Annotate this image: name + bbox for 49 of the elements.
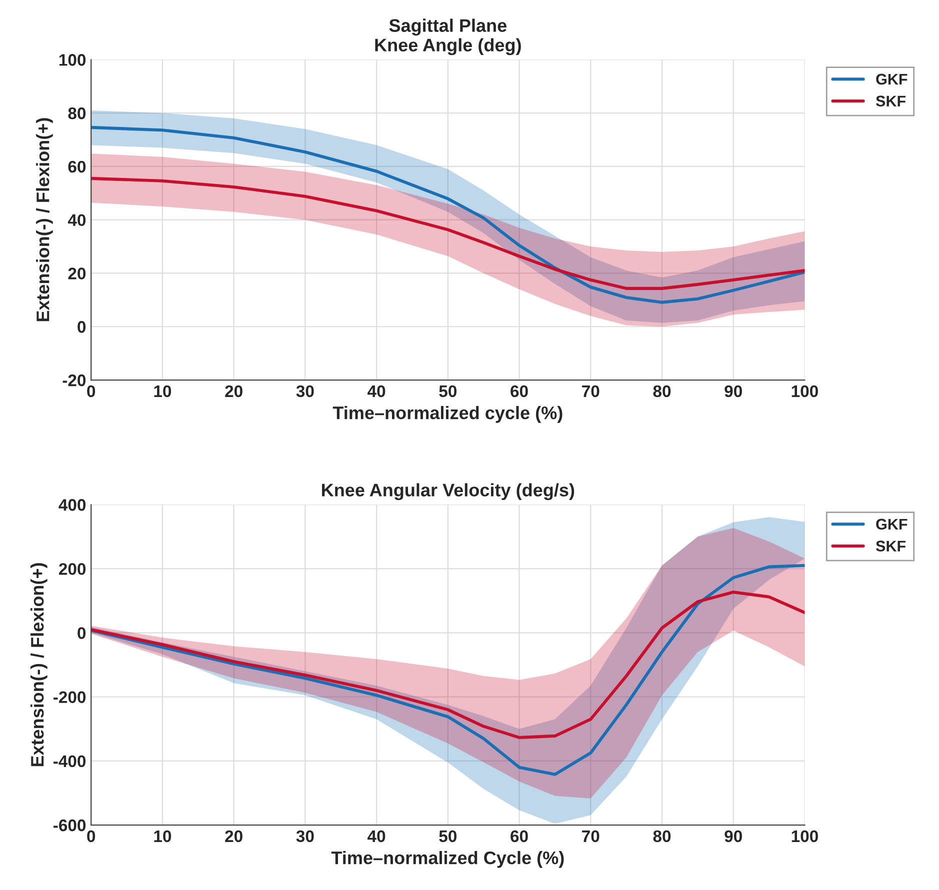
y-tick-label: -20 <box>62 374 86 386</box>
x-tick-label: 80 <box>653 830 671 842</box>
x-tick-label: 100 <box>792 830 818 842</box>
y-tick-label: 0 <box>78 627 86 639</box>
legend-label: GKF <box>876 518 908 530</box>
y-axis-title: Extension(-) / Flexion(+) <box>30 563 48 766</box>
x-tick-label: 0 <box>87 830 96 842</box>
x-tick-label: 60 <box>510 385 528 398</box>
y-tick-label: -600 <box>54 819 86 832</box>
x-tick-label: 40 <box>368 830 386 842</box>
line-series <box>91 564 805 776</box>
x-tick-label: 70 <box>582 830 600 842</box>
x-tick-label: 100 <box>792 385 818 398</box>
x-tick-label: 40 <box>368 385 386 398</box>
x-tick-label: 30 <box>296 385 314 398</box>
legend-label: SKF <box>876 96 906 106</box>
x-tick-label: 10 <box>154 830 172 842</box>
x-tick-label: 90 <box>724 830 742 842</box>
chart-title: Knee Angular Velocity (deg/s) <box>322 483 574 500</box>
x-tick-label: 80 <box>653 385 671 398</box>
y-tick-label: 20 <box>68 268 86 280</box>
y-tick-label: -400 <box>54 755 86 768</box>
x-tick-label: 0 <box>87 385 96 398</box>
legend-label: GKF <box>876 74 908 85</box>
chart-title: Sagittal Plane Knee Angle (deg) <box>375 18 521 56</box>
legend-label: SKF <box>876 540 906 552</box>
x-axis-title: Time–normalized cycle (%) <box>332 406 562 423</box>
x-tick-label: 10 <box>154 385 172 398</box>
x-tick-label: 60 <box>510 830 528 842</box>
line-series <box>91 590 805 740</box>
y-tick-label: 100 <box>59 54 86 66</box>
x-tick-label: 20 <box>225 385 242 398</box>
line-series <box>91 176 805 290</box>
x-axis-title: Time–normalized Cycle (%) <box>331 850 564 868</box>
x-tick-label: 70 <box>582 385 600 398</box>
line-series <box>91 126 805 304</box>
x-tick-label: 90 <box>724 385 742 398</box>
y-tick-label: -200 <box>54 691 86 704</box>
x-tick-label: 20 <box>225 830 242 842</box>
x-tick-label: 30 <box>296 830 314 842</box>
y-axis-title: Extension(-) / Flexion(+) <box>36 118 53 322</box>
y-tick-label: 40 <box>68 214 86 226</box>
y-tick-label: 0 <box>78 321 86 333</box>
y-tick-label: 60 <box>68 160 86 173</box>
x-tick-label: 50 <box>439 385 456 398</box>
y-tick-label: 200 <box>58 563 86 575</box>
x-tick-label: 50 <box>439 830 456 842</box>
y-tick-label: 80 <box>68 107 86 120</box>
y-tick-label: 400 <box>58 499 86 511</box>
